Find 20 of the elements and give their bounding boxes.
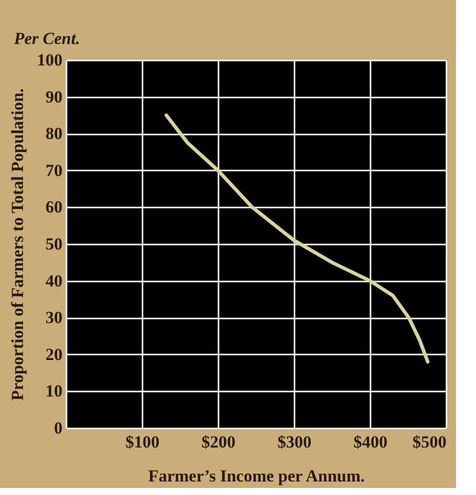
x-tick-label: $400	[354, 432, 388, 452]
x-tick-label: $500	[412, 432, 446, 452]
y-tick-label: 90	[46, 87, 62, 106]
y-tick-label: 40	[46, 271, 62, 290]
y-tick-label: 10	[46, 382, 62, 401]
y-tick-label: 70	[46, 160, 62, 180]
x-tick-label: $300	[278, 432, 312, 452]
y-tick-label: 80	[46, 124, 62, 144]
y-axis-title: Proportion of Farmers to Total Population.	[8, 88, 27, 401]
y-tick-label: 30	[46, 308, 62, 328]
line-series	[164, 113, 430, 364]
text: Per Cent.	[13, 29, 80, 48]
x-tick-label: $200	[202, 432, 236, 452]
y-tick-label: 60	[46, 198, 62, 217]
y-tick-label: 20	[46, 344, 62, 364]
x-tick-label: $100	[126, 432, 160, 452]
y-tick-label: 50	[46, 234, 62, 254]
y-tick-label: 0	[54, 418, 62, 438]
y-tick-label: 100	[37, 50, 62, 70]
x-axis-title: Farmer’s Income per Annum.	[148, 466, 365, 486]
